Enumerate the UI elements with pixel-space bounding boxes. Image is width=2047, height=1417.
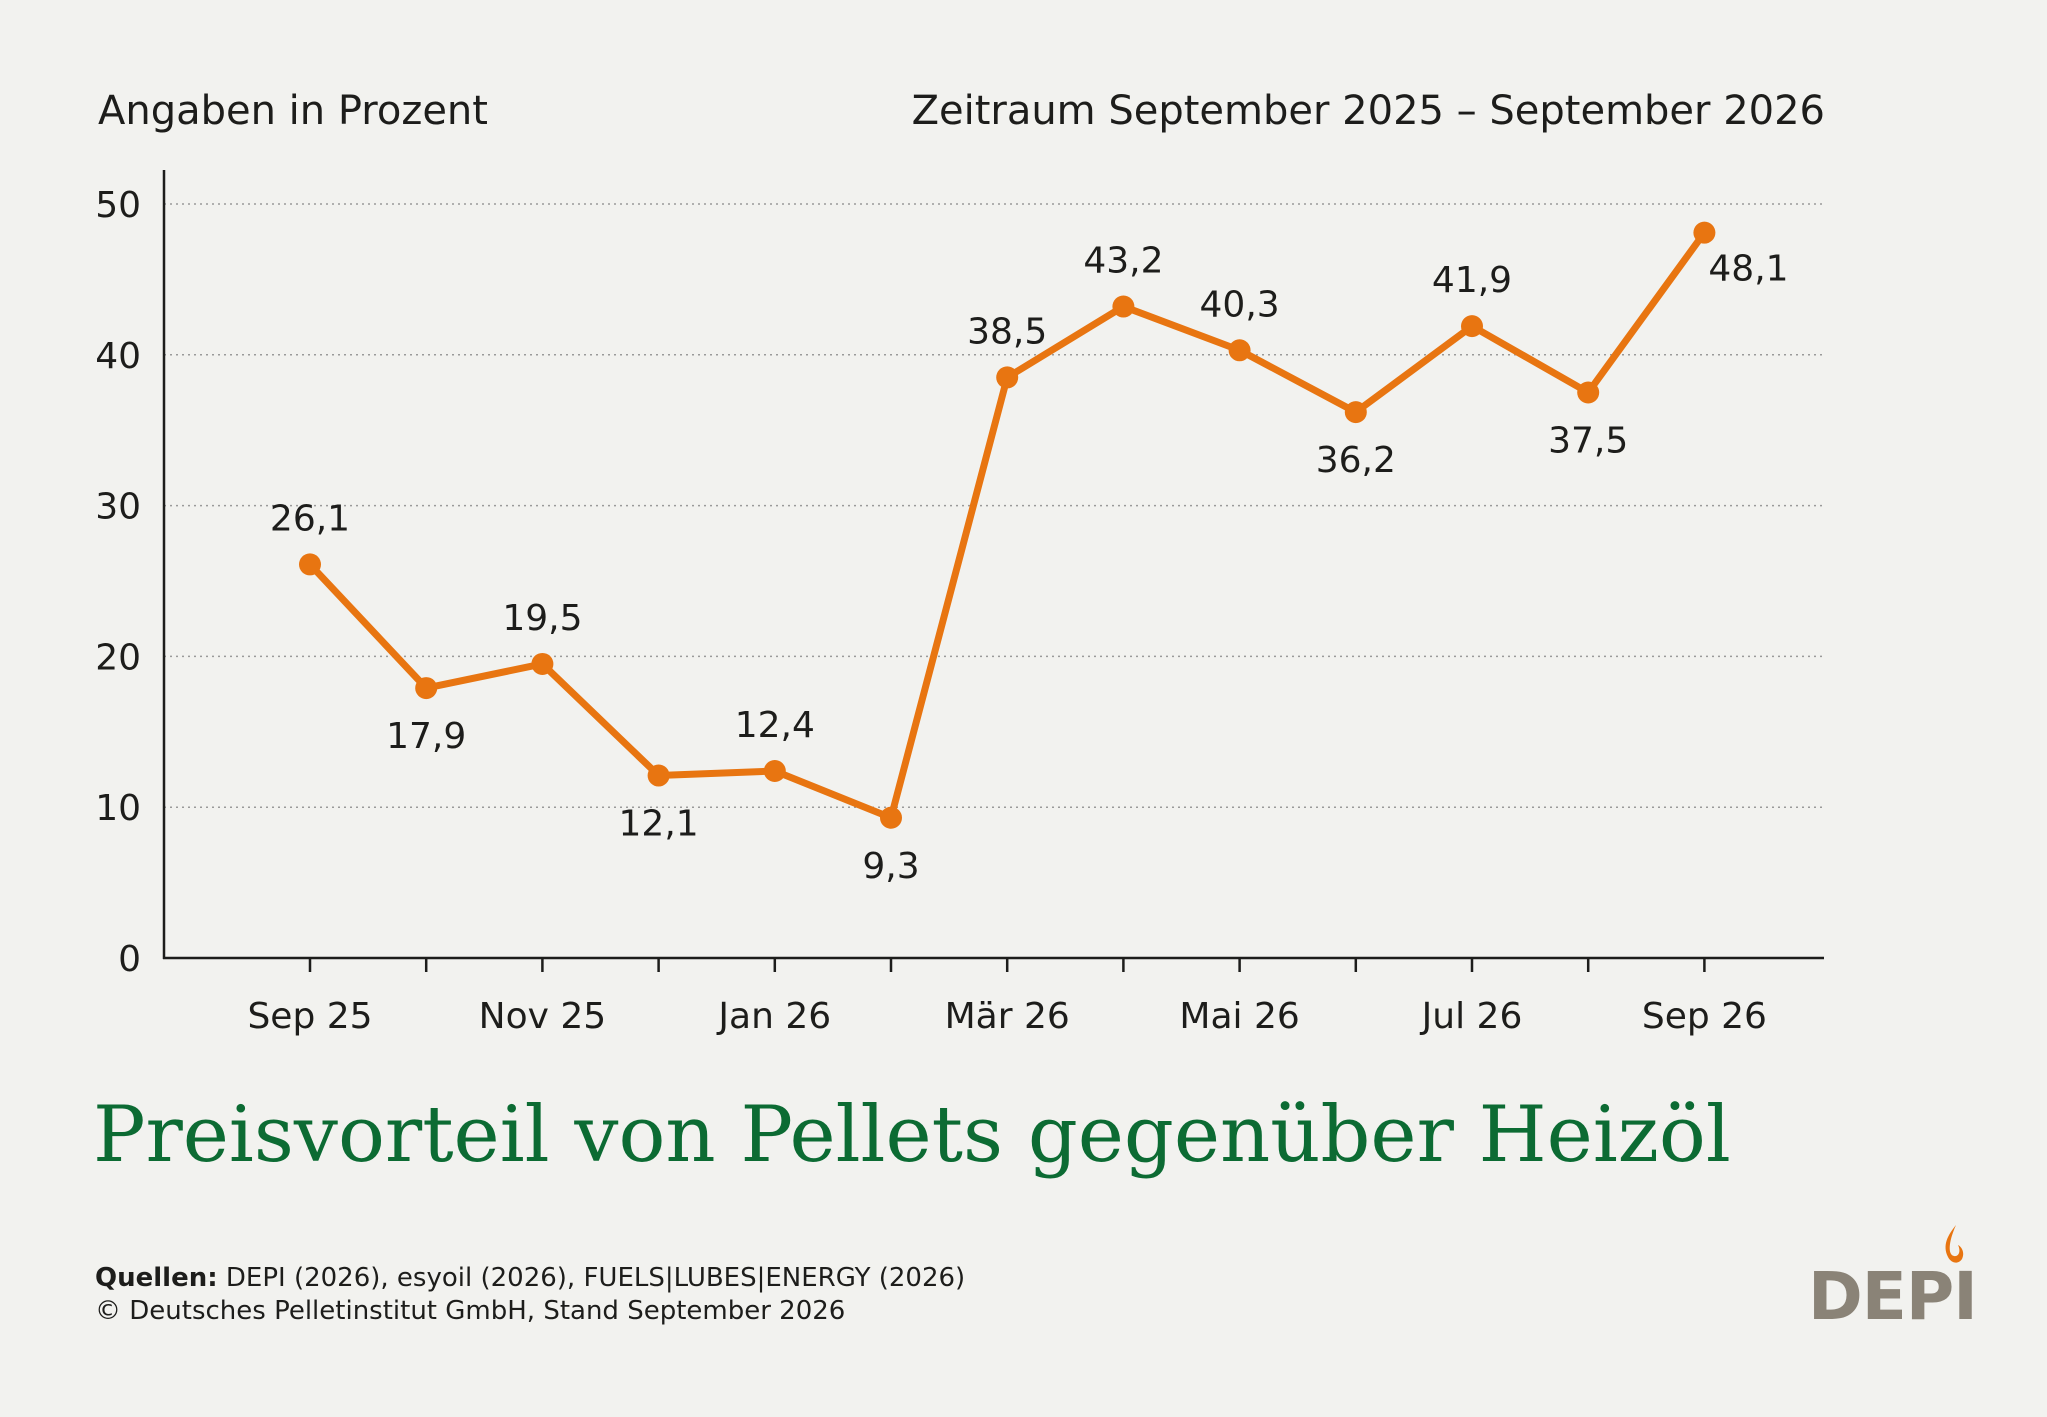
flame-icon: [1945, 1225, 1964, 1263]
sources-text: DEPI (2026), esyoil (2026), FUELS|LUBES|…: [217, 1263, 966, 1293]
y-tick-label: 0: [118, 939, 141, 980]
data-point: [415, 677, 438, 700]
y-tick-label: 40: [95, 336, 141, 377]
sources-label: Quellen:: [95, 1263, 218, 1293]
label-layer: 26,1 17,9 19,5 12,1 12,4 9,3 38,5 43,2 40,3 36,2 4…: [270, 241, 1789, 887]
chart-title: Preisvorteil von Pellets gegenüber Heizö…: [93, 1090, 1731, 1180]
axis-layer: 0 10 20 30 40 50 Sep 25 Nov 25 Jan 26 Mär 26 Mai 2…: [95, 170, 1824, 1037]
data-point: [531, 652, 554, 675]
sources-block: Quellen: DEPI (2026), esyoil (2026), FUE…: [95, 1262, 965, 1328]
logo-text: DEPI: [1808, 1258, 1978, 1335]
data-point: [996, 366, 1019, 389]
data-point: [1112, 295, 1135, 318]
x-tick-label: Nov 25: [479, 996, 607, 1037]
depi-logo: DEPI: [1804, 1225, 1978, 1335]
data-label: 12,1: [619, 804, 699, 845]
y-tick-label: 50: [95, 185, 141, 226]
x-tick-label: Mai 26: [1179, 996, 1299, 1037]
series-layer: [299, 221, 1716, 829]
data-label: 19,5: [502, 598, 582, 639]
y-tick-label: 10: [95, 788, 141, 829]
x-tick-label: Sep 25: [247, 996, 372, 1037]
sources-line: Quellen: DEPI (2026), esyoil (2026), FUE…: [95, 1262, 965, 1295]
grid-layer: [164, 203, 1824, 808]
data-label: 37,5: [1548, 421, 1628, 462]
data-point: [1228, 339, 1251, 362]
data-point: [1577, 381, 1600, 404]
data-label: 38,5: [967, 311, 1047, 352]
data-label: 36,2: [1316, 440, 1396, 481]
data-label: 17,9: [386, 716, 466, 757]
data-label: 9,3: [862, 846, 919, 887]
data-label: 12,4: [735, 705, 815, 746]
x-tick-label: Sep 26: [1642, 996, 1767, 1037]
x-tick-label: Jul 26: [1420, 996, 1523, 1037]
data-point: [1344, 401, 1367, 424]
copyright-line: © Deutsches Pelletinstitut GmbH, Stand S…: [95, 1296, 846, 1326]
data-point: [1693, 221, 1716, 244]
x-tick-label: Jan 26: [716, 996, 831, 1037]
y-tick-label: 30: [95, 487, 141, 528]
data-label: 43,2: [1083, 241, 1163, 282]
data-point: [880, 806, 902, 829]
data-point: [299, 553, 321, 576]
x-tick-label: Mär 26: [945, 996, 1070, 1037]
data-point: [647, 764, 670, 787]
data-point: [1461, 315, 1483, 338]
data-label: 26,1: [270, 498, 350, 539]
unit-label: Angaben in Prozent: [98, 88, 488, 134]
data-label: 40,3: [1200, 284, 1280, 325]
period-label: Zeitraum September 2025 – September 2026: [911, 88, 1825, 134]
data-point: [763, 760, 786, 783]
data-label: 48,1: [1708, 249, 1788, 290]
y-tick-label: 20: [95, 637, 141, 678]
data-label: 41,9: [1432, 260, 1512, 301]
